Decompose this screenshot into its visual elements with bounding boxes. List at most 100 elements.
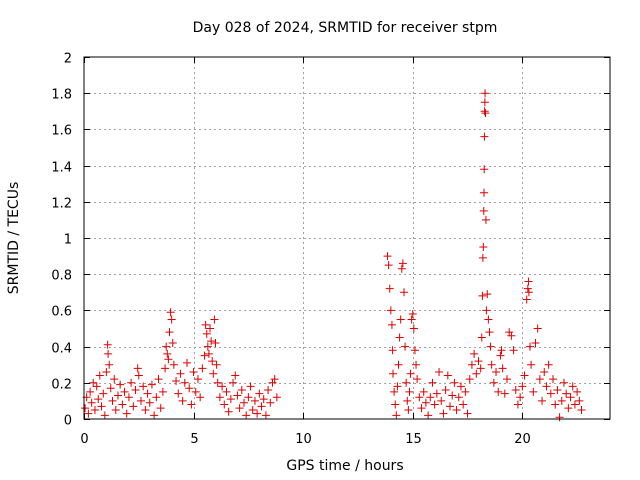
data-point <box>516 393 525 402</box>
data-point <box>520 371 529 380</box>
data-point <box>257 402 266 411</box>
data-point <box>92 382 101 391</box>
data-point <box>90 405 99 414</box>
data-point <box>204 349 213 358</box>
data-point <box>99 389 108 398</box>
data-point <box>454 393 463 402</box>
data-point <box>164 355 173 364</box>
data-point <box>479 188 488 197</box>
data-point <box>472 369 481 378</box>
data-point <box>163 349 172 358</box>
data-point <box>248 405 257 414</box>
data-point <box>465 375 474 384</box>
data-point <box>203 342 212 351</box>
data-point <box>421 398 430 407</box>
data-point <box>388 346 397 355</box>
data-point <box>559 378 568 387</box>
grid <box>84 57 610 419</box>
data-point <box>127 378 136 387</box>
data-point <box>424 411 433 420</box>
data-point <box>87 398 96 407</box>
data-point <box>213 378 222 387</box>
data-point <box>167 315 176 324</box>
data-point <box>402 378 411 387</box>
data-point <box>185 384 194 393</box>
data-point <box>239 398 248 407</box>
data-point <box>551 400 560 409</box>
data-point <box>481 109 490 118</box>
data-point <box>211 338 220 347</box>
data-point <box>452 405 461 414</box>
data-point <box>201 320 210 329</box>
data-point <box>100 411 109 420</box>
data-point <box>496 351 505 360</box>
data-point <box>229 378 238 387</box>
data-point <box>266 398 275 407</box>
data-point <box>246 382 255 391</box>
data-point <box>253 409 262 418</box>
data-point <box>575 396 584 405</box>
data-point <box>484 315 493 324</box>
data-point <box>191 387 200 396</box>
data-point <box>485 328 494 337</box>
data-point <box>147 380 156 389</box>
x-tick-label: 5 <box>190 432 198 447</box>
y-tick-label: 2 <box>64 52 72 67</box>
chart-title: Day 028 of 2024, SRMTID for receiver stp… <box>193 20 498 36</box>
y-tick-label: 0.2 <box>51 378 72 393</box>
data-point <box>226 395 235 404</box>
data-point <box>154 375 163 384</box>
data-point <box>162 342 171 351</box>
data-point <box>187 400 196 409</box>
data-point <box>426 393 435 402</box>
data-point <box>220 400 229 409</box>
data-point <box>207 337 216 346</box>
data-point <box>443 371 452 380</box>
data-point <box>233 391 242 400</box>
data-point <box>169 360 178 369</box>
y-tick-label: 0.4 <box>51 342 72 357</box>
data-point <box>542 382 551 391</box>
data-point <box>486 342 495 351</box>
data-point <box>250 396 259 405</box>
data-point <box>156 404 165 413</box>
data-point <box>507 331 516 340</box>
data-point <box>413 375 422 384</box>
data-point <box>509 346 518 355</box>
data-point <box>389 369 398 378</box>
data-point <box>439 409 448 418</box>
data-point <box>209 369 218 378</box>
data-point <box>450 378 459 387</box>
data-point <box>428 378 437 387</box>
data-point <box>417 404 426 413</box>
data-point <box>407 315 416 324</box>
y-axis-label: SRMTID / TECUs <box>6 182 22 295</box>
data-point <box>480 132 489 141</box>
x-tick-label: 15 <box>405 432 422 447</box>
data-point <box>526 342 535 351</box>
data-point <box>459 400 468 409</box>
y-tick-label: 0 <box>64 414 72 429</box>
data-point <box>174 389 183 398</box>
data-point <box>492 367 501 376</box>
data-point <box>176 369 185 378</box>
data-point <box>141 405 150 414</box>
data-point <box>84 409 93 418</box>
data-point <box>448 391 457 400</box>
data-point <box>463 409 472 418</box>
data-point <box>158 387 167 396</box>
data-point <box>120 387 129 396</box>
data-point <box>86 387 95 396</box>
data-point <box>106 384 115 393</box>
data-point <box>103 340 112 349</box>
data-point <box>502 375 511 384</box>
data-point <box>524 277 533 286</box>
data-point <box>478 291 487 300</box>
data-point <box>206 324 215 333</box>
data-point <box>410 346 419 355</box>
data-point <box>480 98 489 107</box>
data-point <box>168 338 177 347</box>
data-point <box>152 393 161 402</box>
data-point <box>524 288 533 297</box>
